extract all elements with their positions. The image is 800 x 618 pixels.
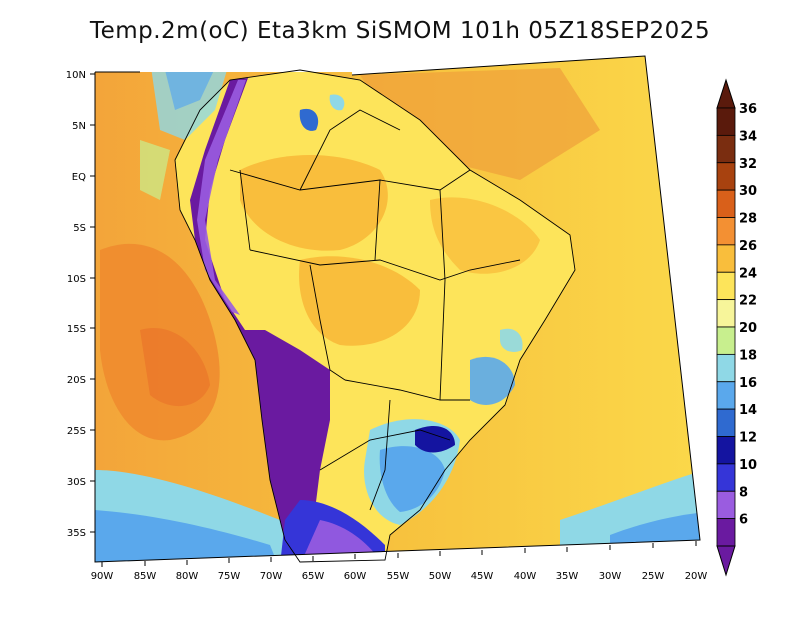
lat-labels: 10N 5N EQ 5S 10S 15S 20S 25S 30S 35S xyxy=(66,70,86,539)
lat-label-10n: 10N xyxy=(66,70,86,81)
colorbar-label: 24 xyxy=(739,266,757,281)
lat-label-20s: 20S xyxy=(67,375,86,386)
lon-label-80w: 80W xyxy=(176,571,199,582)
colorbar-label: 32 xyxy=(739,157,757,172)
colorbar-label: 20 xyxy=(739,321,757,336)
lat-label-25s: 25S xyxy=(67,426,86,437)
colorbar-cell xyxy=(716,326,736,355)
colorbar-top-arrow xyxy=(716,78,736,109)
colorbar-cell xyxy=(716,217,736,246)
colorbar-label: 10 xyxy=(739,458,757,473)
colorbar-cell xyxy=(716,162,736,191)
lon-label-20w: 20W xyxy=(685,571,708,582)
colorbar-label: 8 xyxy=(739,485,748,500)
colorbar-cell xyxy=(716,490,736,520)
lat-label-35s: 35S xyxy=(67,528,86,539)
lon-label-65w: 65W xyxy=(302,571,325,582)
colorbar-cell xyxy=(716,353,736,383)
lat-label-5n: 5N xyxy=(72,121,86,132)
lon-label-35w: 35W xyxy=(556,571,579,582)
temperature-field xyxy=(95,56,700,562)
colorbar-label: 6 xyxy=(739,513,748,528)
colorbar-label: 14 xyxy=(739,403,757,418)
country-borders xyxy=(174,69,576,563)
colorbar-cell xyxy=(716,107,736,136)
map-frame xyxy=(94,55,701,563)
map-title: Temp.2m(oC) Eta3km SiSMOM 101h 05Z18SEP2… xyxy=(89,18,711,44)
lon-label-25w: 25W xyxy=(642,571,665,582)
colorbar-cell xyxy=(716,408,736,437)
colorbar-cell xyxy=(716,134,736,164)
colorbar-cell xyxy=(716,463,736,492)
lon-label-85w: 85W xyxy=(134,571,157,582)
lon-label-45w: 45W xyxy=(471,571,494,582)
lat-label-5s: 5S xyxy=(73,223,86,234)
lat-label-15s: 15S xyxy=(67,324,86,335)
lon-label-75w: 75W xyxy=(218,571,241,582)
lon-label-50w: 50W xyxy=(429,571,452,582)
colorbar-label: 26 xyxy=(739,239,757,254)
lon-label-40w: 40W xyxy=(514,571,537,582)
colorbar-cell xyxy=(716,299,736,328)
colorbar-cell xyxy=(716,244,736,273)
lat-axis xyxy=(90,73,95,533)
colorbar-cell xyxy=(716,381,736,410)
colorbar-cell xyxy=(716,518,736,547)
colorbar-bottom-arrow xyxy=(716,545,736,577)
colorbar-label: 36 xyxy=(739,102,757,117)
colorbar-label: 22 xyxy=(739,294,757,309)
lon-label-55w: 55W xyxy=(387,571,410,582)
colorbar-label: 12 xyxy=(739,431,757,446)
lat-label-30s: 30S xyxy=(67,477,86,488)
colorbar-label: 28 xyxy=(739,212,757,227)
lon-label-90w: 90W xyxy=(91,571,114,582)
colorbar-label: 16 xyxy=(739,376,757,391)
colorbar-label: 30 xyxy=(739,184,757,199)
lon-label-70w: 70W xyxy=(260,571,283,582)
colorbar-label: 18 xyxy=(739,348,757,363)
colorbar-label: 34 xyxy=(739,129,757,144)
colorbar: 36 34 32 30 28 26 24 22 20 18 16 14 12 10 8 6 xyxy=(716,78,757,577)
lon-labels: 90W 85W 80W 75W 70W 65W 60W 55W 50W 45W … xyxy=(91,571,708,582)
lon-axis xyxy=(101,541,697,567)
lat-label-10s: 10S xyxy=(67,274,86,285)
colorbar-cell xyxy=(716,271,736,301)
lon-label-60w: 60W xyxy=(344,571,367,582)
colorbar-cell xyxy=(716,189,736,218)
colorbar-cell xyxy=(716,436,736,465)
lat-label-eq: EQ xyxy=(72,172,86,183)
lon-label-30w: 30W xyxy=(599,571,622,582)
